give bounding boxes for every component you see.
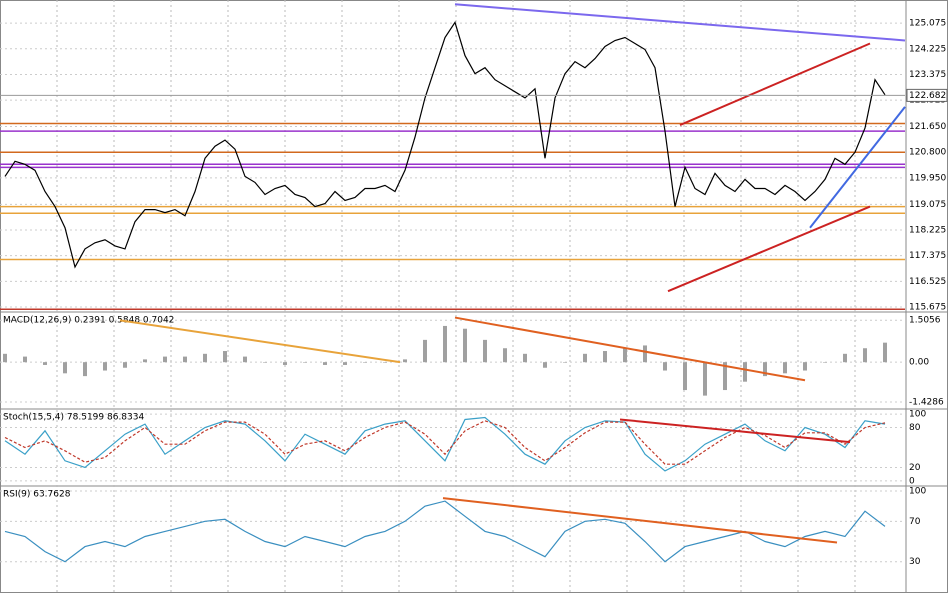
histogram-bar (123, 362, 127, 368)
histogram-bar (703, 362, 707, 396)
last-price-box (906, 88, 948, 102)
trend-line (619, 418, 851, 444)
histogram-bar (743, 362, 747, 382)
y-tick-label: 117.375 (909, 251, 946, 261)
histogram-bar (763, 362, 767, 377)
y-tick-label: 121.650 (909, 122, 946, 132)
histogram-bar (183, 356, 187, 363)
histogram-bar (583, 353, 587, 363)
histogram-bar (3, 353, 7, 363)
y-tick-label: 80 (909, 423, 921, 433)
histogram-bar (723, 362, 727, 391)
series-line (4, 21, 886, 269)
histogram-bar (643, 345, 647, 363)
y-tick-label: 20 (909, 463, 921, 473)
y-tick-label: 100 (909, 410, 926, 420)
histogram-bar (363, 362, 367, 363)
histogram-bar (803, 362, 807, 371)
histogram-bar (883, 342, 887, 363)
y-tick-label: 0 (909, 476, 915, 486)
histogram-bar (503, 348, 507, 363)
y-tick-label: 124.225 (909, 44, 946, 54)
histogram-bar (843, 353, 847, 363)
histogram-bar (43, 362, 47, 365)
y-tick-label: 116.525 (909, 277, 946, 287)
histogram-bar (683, 362, 687, 391)
histogram-bar (563, 362, 567, 363)
histogram-bar (463, 328, 467, 363)
histogram-bar (523, 353, 527, 363)
last-price-label: 122.682 (909, 91, 946, 101)
histogram-bar (23, 356, 27, 363)
panel-title: MACD(12,26,9) 0.2391 0.5848 0.7042 (3, 316, 174, 326)
series-line (4, 416, 886, 472)
histogram-bar (823, 362, 827, 363)
trend-line (667, 205, 871, 293)
trend-line (119, 319, 401, 364)
histogram-bar (303, 362, 307, 363)
histogram-bar (163, 356, 167, 363)
panel-title: Stoch(15,5,4) 78.5199 86.8334 (3, 413, 144, 423)
histogram-bar (323, 362, 327, 365)
y-tick-label: 0.00 (909, 358, 929, 368)
histogram-bar (623, 348, 627, 363)
histogram-bar (483, 339, 487, 363)
trend-line (454, 3, 906, 42)
histogram-bar (783, 362, 787, 374)
trend-line (809, 106, 906, 229)
y-tick-label: 125.075 (909, 19, 946, 29)
y-tick-label: 119.075 (909, 200, 946, 210)
histogram-bar (423, 339, 427, 363)
panel-title: RSI(9) 63.7628 (3, 490, 71, 500)
histogram-bar (83, 362, 87, 377)
y-tick-label: 120.800 (909, 148, 946, 158)
y-tick-label: 1.5056 (909, 316, 941, 326)
histogram-bar (863, 348, 867, 363)
histogram-bar (283, 362, 287, 365)
histogram-bar (383, 362, 387, 363)
y-tick-label: 70 (909, 517, 921, 527)
histogram-bar (343, 362, 347, 365)
histogram-bar (443, 325, 447, 363)
y-tick-label: 123.375 (909, 70, 946, 80)
histogram-bar (543, 362, 547, 368)
histogram-bar (63, 362, 67, 374)
y-tick-label: 118.225 (909, 225, 946, 235)
histogram-bar (243, 356, 247, 363)
y-tick-label: 30 (909, 557, 921, 567)
y-tick-label: -1.4286 (909, 397, 944, 407)
series-line (4, 500, 886, 563)
histogram-bar (403, 359, 407, 363)
histogram-bar (603, 351, 607, 363)
histogram-bar (263, 362, 267, 363)
y-tick-label: 119.950 (909, 173, 946, 183)
histogram-bar (203, 353, 207, 363)
y-tick-label: 115.675 (909, 303, 946, 313)
histogram-bar (143, 359, 147, 363)
trend-line (454, 316, 806, 382)
trend-line (442, 497, 838, 544)
trend-line (679, 42, 871, 126)
y-tick-label: 100 (909, 487, 926, 497)
histogram-bar (223, 351, 227, 363)
histogram-bar (663, 362, 667, 371)
histogram-bar (103, 362, 107, 371)
